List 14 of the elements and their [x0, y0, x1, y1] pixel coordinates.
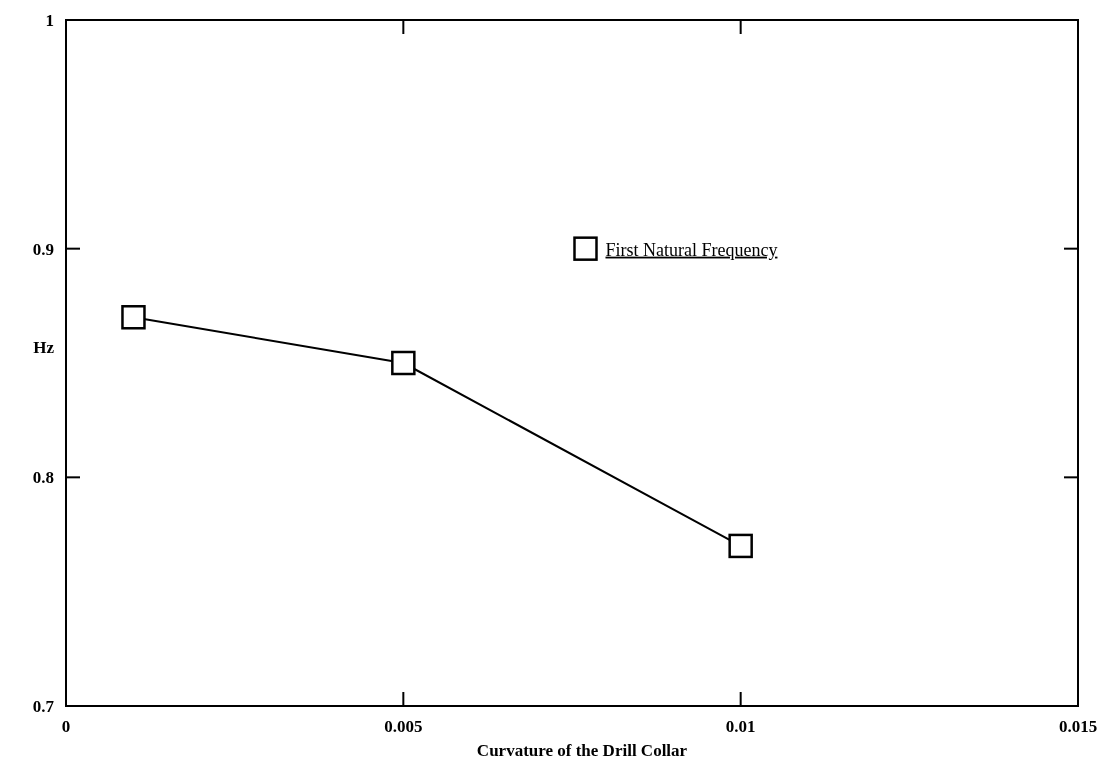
y-tick-label: 1	[45, 11, 54, 30]
x-tick-label: 0.015	[1058, 717, 1098, 736]
y-tick-label: 0.9	[32, 239, 54, 259]
legend-label: First Natural Frequency	[605, 239, 778, 260]
point	[391, 350, 416, 376]
x-axis-title: Curvature of the Drill Collar	[476, 741, 688, 760]
y-axis-title: Hz	[33, 338, 55, 357]
x-tick-label: 0.01	[725, 717, 756, 736]
x-tick-label: 0.005	[384, 717, 423, 736]
point	[728, 533, 753, 559]
point	[121, 305, 146, 330]
x-tick-label: 0	[61, 717, 71, 736]
y-tick-label: 0.7	[32, 697, 55, 716]
y-tick-label: 0.8	[32, 468, 54, 488]
